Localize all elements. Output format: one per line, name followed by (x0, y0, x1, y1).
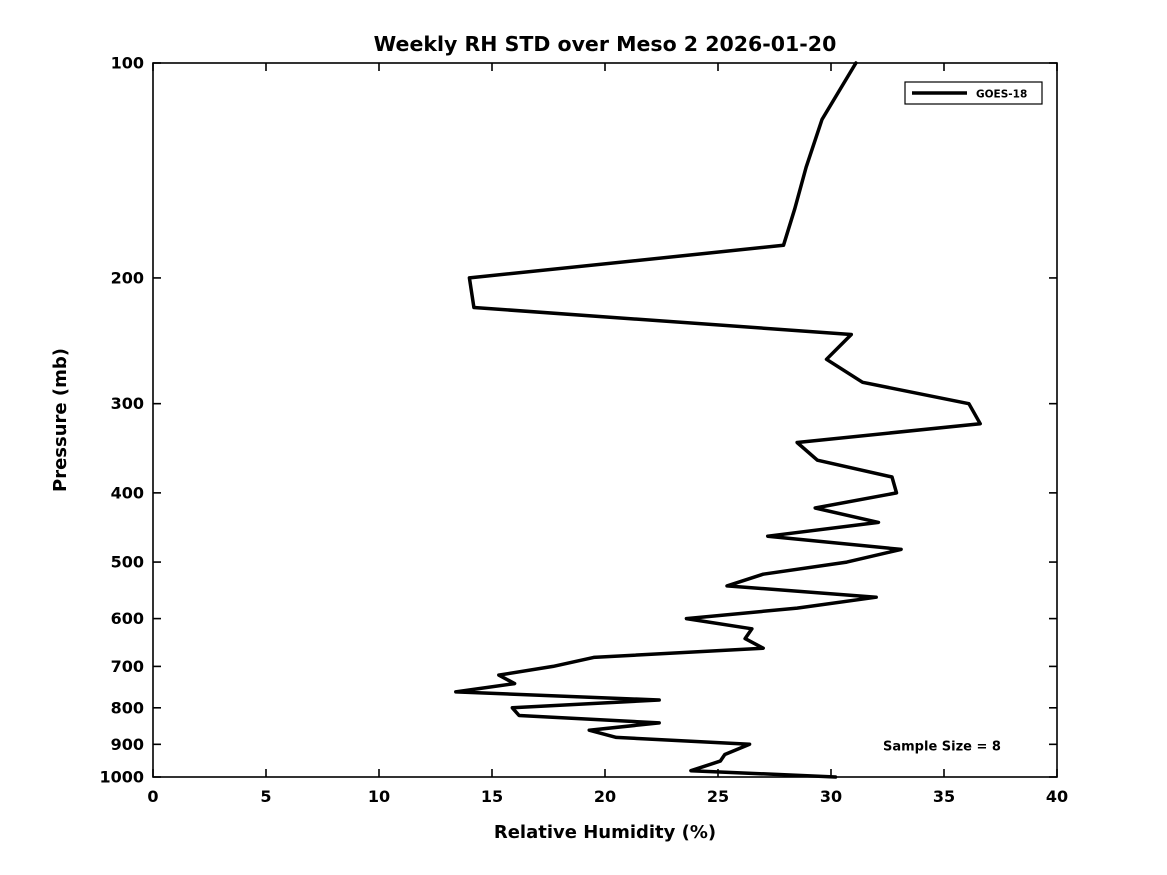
x-tick-label: 5 (260, 787, 271, 806)
chart-title: Weekly RH STD over Meso 2 2026-01-20 (374, 32, 837, 56)
data-series-group (454, 61, 982, 779)
x-tick-label: 15 (481, 787, 503, 806)
x-axis-label: Relative Humidity (%) (494, 822, 716, 843)
y-axis-tick-labels: 100 200 300 400 500 600 700 800 900 1000 (99, 54, 144, 787)
x-tick-label: 10 (368, 787, 390, 806)
y-tick-label: 800 (111, 698, 144, 717)
y-tick-label: 400 (111, 483, 144, 502)
legend-box (904, 81, 1043, 105)
x-tick-label: 0 (147, 787, 158, 806)
y-axis-label: Pressure (mb) (50, 348, 71, 492)
x-axis-tick-labels: 0 5 10 15 20 25 30 35 40 (147, 787, 1068, 806)
legend: GOES-18 (904, 81, 1043, 105)
x-tick-label: 25 (707, 787, 729, 806)
y-tick-label: 900 (111, 735, 144, 754)
x-tick-label: 35 (933, 787, 955, 806)
plot-area-frame (152, 62, 1058, 778)
x-tick-label: 40 (1046, 787, 1068, 806)
x-tick-label: 20 (594, 787, 616, 806)
y-tick-label: 1000 (99, 768, 144, 787)
y-tick-label: 300 (111, 394, 144, 413)
axis-tick-marks (152, 62, 1058, 778)
y-tick-label: 100 (111, 54, 144, 73)
y-tick-label: 500 (111, 553, 144, 572)
series-line-goes-18 (454, 61, 982, 779)
legend-entry-goes18: GOES-18 (976, 89, 1027, 101)
y-tick-label: 200 (111, 268, 144, 287)
y-tick-label: 700 (111, 657, 144, 676)
x-tick-label: 30 (820, 787, 842, 806)
y-tick-label: 600 (111, 609, 144, 628)
sample-size-annotation: Sample Size = 8 (883, 740, 1001, 755)
